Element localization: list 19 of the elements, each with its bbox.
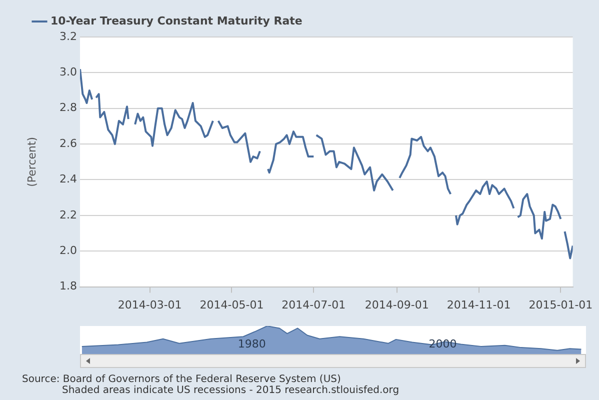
x-tick-label: 2014-07-01 <box>282 298 346 312</box>
y-tick-label: 2.4 <box>60 172 77 186</box>
legend-label: 10-Year Treasury Constant Maturity Rate <box>50 14 302 28</box>
x-tick-label: 2014-09-01 <box>364 298 429 312</box>
y-tick-label: 2.8 <box>60 101 77 114</box>
x-tick-label: 1980 <box>238 337 266 350</box>
y-tick-label: 2.0 <box>60 244 77 257</box>
x-tick-label: 2014-05-01 <box>200 298 264 312</box>
text: Shaded areas indicate US recessions - 2015 research.stlouisfed.org <box>61 385 400 396</box>
source-note: Source: Board of Governors of the Federal Reserve System (US) <box>22 374 341 385</box>
y-tick-label: 3.0 <box>60 66 77 79</box>
y-tick-label: 3.2 <box>60 30 77 43</box>
y-tick-label: 2.2 <box>60 208 77 222</box>
x-tick-label: 2014-03-01 <box>118 298 182 312</box>
x-tick-label: 2015-01-01 <box>528 298 593 312</box>
y-tick-label: 2.6 <box>60 136 77 150</box>
x-tick-label: 2014-11-01 <box>446 298 511 312</box>
y-axis-title: (Percent) <box>25 136 38 187</box>
y-tick-label: 1.8 <box>60 280 77 293</box>
